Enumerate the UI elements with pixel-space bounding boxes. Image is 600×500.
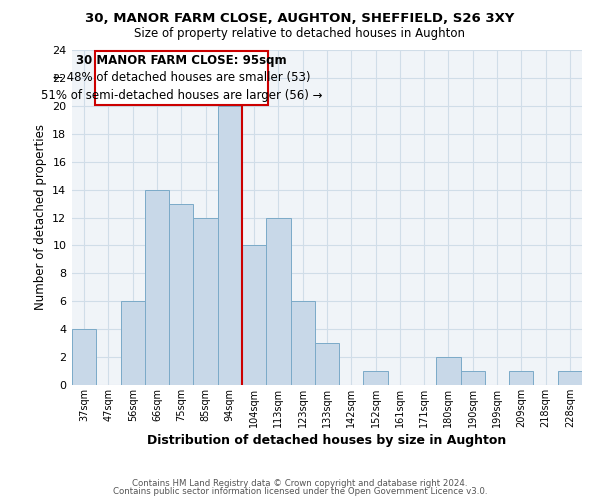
- Bar: [121, 301, 145, 385]
- Text: 30 MANOR FARM CLOSE: 95sqm: 30 MANOR FARM CLOSE: 95sqm: [76, 54, 287, 67]
- Bar: [558, 371, 582, 385]
- Bar: [436, 357, 461, 385]
- Bar: [290, 301, 315, 385]
- FancyBboxPatch shape: [95, 50, 268, 105]
- Bar: [72, 329, 96, 385]
- Text: Contains public sector information licensed under the Open Government Licence v3: Contains public sector information licen…: [113, 487, 487, 496]
- Bar: [315, 343, 339, 385]
- Bar: [509, 371, 533, 385]
- Y-axis label: Number of detached properties: Number of detached properties: [34, 124, 47, 310]
- Text: ← 48% of detached houses are smaller (53): ← 48% of detached houses are smaller (53…: [53, 72, 310, 85]
- Bar: [242, 246, 266, 385]
- Bar: [364, 371, 388, 385]
- Bar: [461, 371, 485, 385]
- Text: Size of property relative to detached houses in Aughton: Size of property relative to detached ho…: [134, 28, 466, 40]
- Text: 51% of semi-detached houses are larger (56) →: 51% of semi-detached houses are larger (…: [41, 89, 322, 102]
- Text: Contains HM Land Registry data © Crown copyright and database right 2024.: Contains HM Land Registry data © Crown c…: [132, 478, 468, 488]
- Bar: [266, 218, 290, 385]
- X-axis label: Distribution of detached houses by size in Aughton: Distribution of detached houses by size …: [148, 434, 506, 447]
- Bar: [169, 204, 193, 385]
- Bar: [218, 106, 242, 385]
- Bar: [145, 190, 169, 385]
- Bar: [193, 218, 218, 385]
- Text: 30, MANOR FARM CLOSE, AUGHTON, SHEFFIELD, S26 3XY: 30, MANOR FARM CLOSE, AUGHTON, SHEFFIELD…: [85, 12, 515, 26]
